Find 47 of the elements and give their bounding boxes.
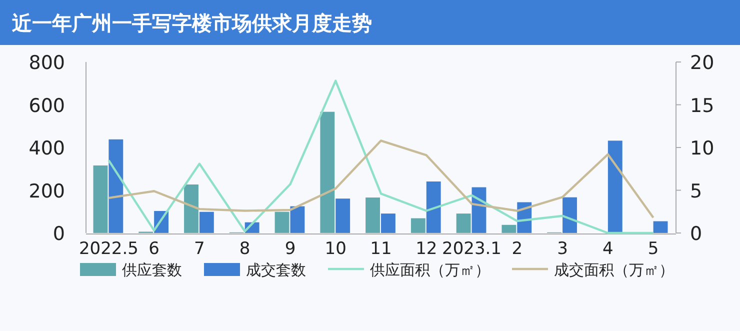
y2-tick-label: 5 — [690, 180, 702, 202]
bar — [410, 218, 426, 233]
bar — [608, 140, 622, 233]
bar — [562, 197, 577, 233]
legend-label: 供应面积（万㎡） — [370, 261, 490, 279]
legend-label: 成交套数 — [246, 261, 306, 279]
x-tick-label: 9 — [284, 239, 296, 259]
x-tick-label: 2023.1 — [442, 239, 502, 259]
legend-label: 成交面积（万㎡） — [554, 261, 674, 279]
y-tick-label: 800 — [28, 52, 65, 74]
x-tick-label: 4 — [602, 239, 614, 259]
y2-tick-label: 0 — [690, 223, 702, 245]
y-tick-label: 0 — [52, 223, 65, 245]
bar — [184, 184, 198, 233]
line-series — [108, 80, 654, 234]
bar — [336, 198, 350, 233]
x-tick-label: 12 — [416, 239, 438, 259]
bar — [653, 221, 668, 233]
x-tick-label: 7 — [194, 239, 205, 259]
y2-tick-label: 20 — [690, 52, 714, 74]
x-tick-label: 3 — [557, 239, 568, 259]
legend-label: 供应套数 — [122, 261, 182, 279]
bar — [199, 212, 214, 233]
bar — [320, 112, 335, 233]
x-tick-label: 2 — [512, 239, 523, 259]
x-tick-label: 8 — [239, 239, 250, 259]
line-series — [108, 140, 654, 219]
bar — [426, 181, 441, 233]
y-tick-label: 200 — [28, 180, 65, 202]
y2-tick-label: 15 — [690, 94, 714, 117]
bar — [274, 212, 290, 233]
chart-title: 近一年广州一手写字楼市场供求月度走势 — [11, 11, 372, 35]
x-tick-label: 11 — [370, 239, 392, 259]
bar — [108, 139, 124, 233]
bar — [366, 198, 380, 233]
y-tick-label: 600 — [28, 94, 65, 117]
x-tick-label: 6 — [148, 239, 160, 259]
y-tick-label: 400 — [28, 138, 65, 160]
bar — [381, 214, 396, 233]
y2-tick-label: 10 — [690, 138, 714, 160]
x-tick-label: 10 — [324, 239, 346, 259]
bar — [456, 214, 471, 233]
bar — [93, 165, 108, 233]
x-tick-label: 2022.5 — [78, 239, 138, 259]
x-tick-label: 5 — [648, 239, 659, 259]
bar — [502, 224, 516, 233]
bar — [290, 206, 305, 233]
